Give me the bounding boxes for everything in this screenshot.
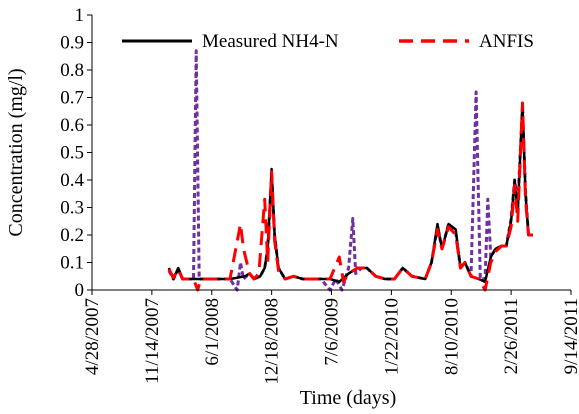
x-tick-label: 12/18/2008 bbox=[262, 298, 283, 385]
y-tick-label: 0.3 bbox=[60, 198, 84, 219]
legend-label: Measured NH4-N bbox=[202, 31, 339, 52]
y-tick-label: 0.4 bbox=[60, 170, 84, 191]
x-axis-label: Time (days) bbox=[300, 387, 396, 409]
series-line-anfis bbox=[167, 101, 533, 292]
y-tick-label: 0.7 bbox=[60, 88, 84, 109]
x-tick-label: 11/14/2007 bbox=[142, 298, 163, 384]
y-tick-label: 0.5 bbox=[60, 143, 84, 164]
x-axis-ticks: 4/28/2007 11/14/2007 6/1/2008 12/18/2008 7/6… bbox=[82, 290, 579, 385]
x-tick-label: 2/26/2011 bbox=[501, 298, 522, 374]
x-tick-label: 6/1/2008 bbox=[202, 298, 223, 366]
y-tick-label: 0.2 bbox=[60, 225, 84, 246]
y-axis-ticks: 0 0.1 0.2 0.3 0.4 0.5 0.6 0.7 0.8 0.9 1 bbox=[60, 5, 92, 301]
x-tick-label: 1/22/2010 bbox=[381, 298, 402, 375]
y-tick-label: 0.1 bbox=[60, 253, 84, 274]
y-tick-label: 0.9 bbox=[60, 33, 84, 54]
x-tick-label: 7/6/2009 bbox=[322, 298, 343, 366]
y-tick-label: 0.8 bbox=[60, 60, 84, 81]
series-line-unlabeled bbox=[167, 49, 533, 292]
x-tick-label: 8/10/2010 bbox=[441, 298, 462, 375]
x-tick-label: 4/28/2007 bbox=[82, 298, 103, 375]
x-tick-label: 9/14/2011 bbox=[561, 298, 579, 374]
plot-area: 0 0.1 0.2 0.3 0.4 0.5 0.6 0.7 0.8 0.9 1 4/28/2007 1… bbox=[60, 5, 579, 385]
y-tick-label: 0 bbox=[75, 280, 85, 301]
y-tick-label: 1 bbox=[75, 5, 85, 26]
y-tick-label: 0.6 bbox=[60, 115, 84, 136]
y-axis-label: Concentration (mg/l) bbox=[5, 68, 27, 236]
legend: Measured NH4-N ANFIS bbox=[122, 31, 534, 52]
legend-label: ANFIS bbox=[479, 31, 534, 52]
series-layer bbox=[167, 49, 533, 292]
